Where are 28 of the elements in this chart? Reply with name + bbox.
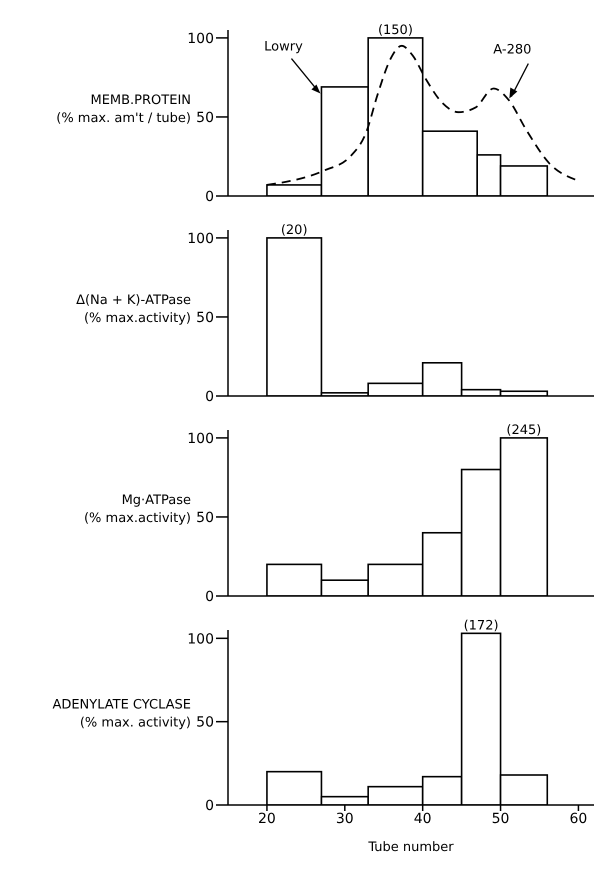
y-tick-label: 50: [196, 310, 214, 326]
annotation: (172): [464, 618, 499, 634]
y-axis-title: MEMB.PROTEIN (% max. am't / tube): [56, 93, 191, 126]
y-tick-label: 0: [205, 588, 214, 605]
text: A-280: [493, 42, 532, 58]
x-axis-title: Tube number: [367, 840, 454, 855]
annotation: (150): [378, 22, 413, 38]
x-tick-label: 40: [414, 810, 432, 827]
annotation: (245): [506, 422, 542, 438]
y-tick-label: 100: [187, 430, 214, 447]
x-tick-label: 50: [492, 810, 510, 827]
y-tick-label: 50: [196, 714, 214, 731]
y-axis-title: Mg·ATPase (% max.activity): [84, 493, 191, 526]
y-tick-label: 0: [205, 798, 214, 814]
annotation: (20): [280, 222, 308, 238]
text: Lowry: [264, 40, 304, 55]
y-tick-label: 100: [187, 631, 214, 648]
y-tick-label: 100: [187, 230, 214, 247]
y-tick-label: 0: [205, 388, 214, 405]
y-tick-label: 0: [205, 188, 214, 205]
y-tick-label: 100: [187, 30, 214, 47]
x-tick-label: 60: [570, 810, 588, 827]
x-tick-label: 20: [258, 810, 276, 827]
y-tick-label: 50: [196, 510, 214, 526]
y-axis-title: Δ(Na + K)-ATPase (% max.activity): [76, 293, 191, 326]
y-tick-label: 50: [196, 110, 214, 126]
y-axis-title: ADENYLATE CYCLASE (% max. activity): [52, 698, 191, 730]
x-tick-label: 30: [336, 810, 354, 827]
